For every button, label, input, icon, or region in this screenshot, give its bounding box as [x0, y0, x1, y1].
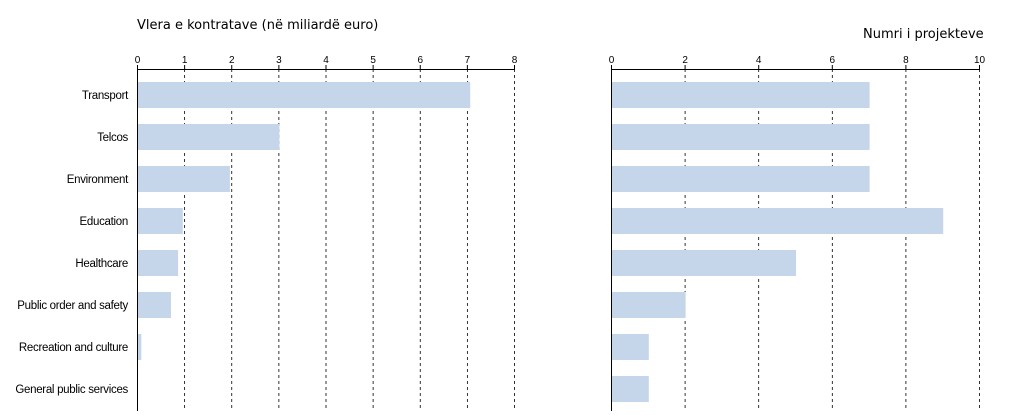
- chart-title: Vlera e kontratave (në miliardë euro): [137, 18, 378, 33]
- bar: [138, 250, 179, 276]
- bar: [138, 292, 171, 318]
- bar: [612, 334, 649, 360]
- x-tick-label: 8: [512, 55, 518, 66]
- chart-project-count: Numri i projekteve 0 2 4 6 8 10: [609, 27, 986, 411]
- x-tick-label: 3: [276, 55, 282, 66]
- chart-title: Numri i projekteve: [863, 27, 984, 42]
- category-label: Telcos: [97, 132, 128, 144]
- x-tick-label: 1: [182, 55, 188, 66]
- category-label: Healthcare: [75, 258, 128, 270]
- bar: [612, 82, 870, 108]
- x-tick-label: 6: [830, 55, 836, 66]
- x-tick-label: 4: [323, 55, 329, 66]
- x-tick-label: 6: [417, 55, 423, 66]
- bar: [612, 292, 686, 318]
- category-label: Recreation and culture: [19, 342, 128, 354]
- x-tick-label: 0: [135, 55, 141, 66]
- x-tick-label: 8: [903, 55, 909, 66]
- bar: [612, 250, 796, 276]
- category-label: General public services: [15, 384, 128, 396]
- x-tick-label: 0: [609, 55, 615, 66]
- bar: [612, 376, 649, 402]
- bar: [612, 124, 870, 150]
- bar: [138, 124, 280, 150]
- chart-contract-value: Vlera e kontratave (në miliardë euro) Tr…: [15, 18, 518, 411]
- x-tick-label: 5: [370, 55, 376, 66]
- bar: [612, 166, 870, 192]
- category-label: Education: [80, 216, 128, 228]
- x-tick-label: 7: [465, 55, 471, 66]
- x-tick-label: 4: [756, 55, 762, 66]
- bar: [138, 208, 183, 234]
- bar: [138, 166, 230, 192]
- x-tick-label: 10: [974, 55, 986, 66]
- bar: [612, 208, 944, 234]
- category-label: Public order and safety: [17, 300, 128, 312]
- bar: [138, 334, 142, 360]
- bar: [138, 82, 471, 108]
- x-tick-label: 2: [229, 55, 235, 66]
- category-label: Environment: [67, 174, 129, 186]
- category-label: Transport: [82, 90, 129, 102]
- x-tick-label: 2: [682, 55, 688, 66]
